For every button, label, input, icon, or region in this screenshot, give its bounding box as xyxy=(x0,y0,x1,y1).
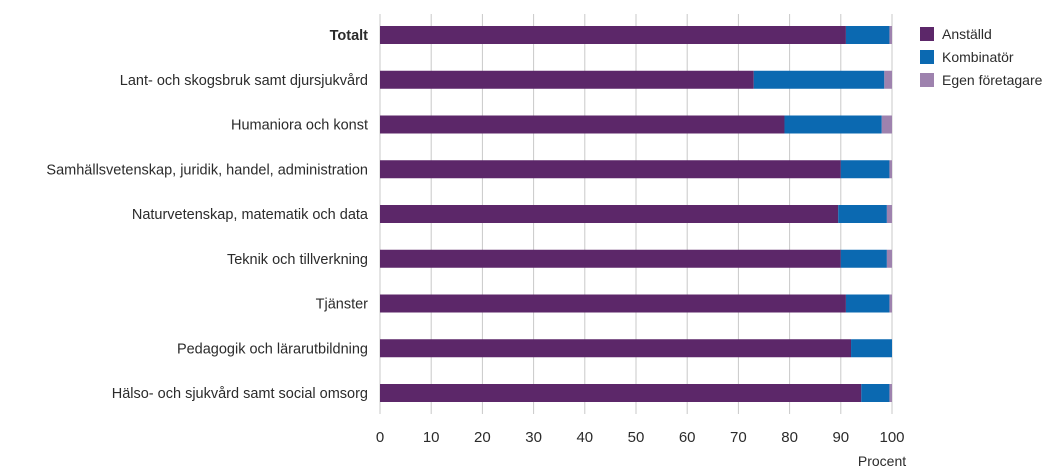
bar-segment-3 xyxy=(889,160,892,179)
category-labels: Totalt Lant- och skogsbruk samt djursjukv… xyxy=(46,28,369,402)
category-label: Teknik och tillverkning xyxy=(227,252,368,268)
legend-swatch xyxy=(920,50,934,64)
bar-segment-2 xyxy=(784,115,882,134)
legend-swatch xyxy=(920,27,934,41)
x-axis-label: Procent xyxy=(858,453,906,469)
x-tick-label: 20 xyxy=(474,429,491,446)
legend-label: Kombinatör xyxy=(942,49,1014,65)
x-tick-label: 100 xyxy=(879,429,904,446)
x-tick-label: 40 xyxy=(576,429,593,446)
bar-segment-2 xyxy=(840,249,887,268)
bar-segment-3 xyxy=(889,384,892,402)
bar-segment-2 xyxy=(840,160,890,179)
x-tick-label: 10 xyxy=(423,429,440,446)
category-label: Samhällsvetenskap, juridik, handel, admi… xyxy=(46,162,368,178)
category-label: Lant- och skogsbruk samt djursjukvård xyxy=(120,73,368,89)
legend-swatch xyxy=(920,73,934,87)
x-tick-label: 60 xyxy=(679,429,696,446)
category-label: Tjänster xyxy=(316,297,369,313)
x-tick-label: 30 xyxy=(525,429,542,446)
legend-label: Anställd xyxy=(942,26,992,42)
bar-segment-3 xyxy=(886,205,892,223)
bar-segment-2 xyxy=(861,384,890,402)
bar-segment-1 xyxy=(380,249,841,268)
bar-segment-1 xyxy=(380,384,862,402)
bar-segment-3 xyxy=(884,70,892,89)
bar-segment-2 xyxy=(851,339,892,358)
bar-segment-3 xyxy=(881,115,892,134)
bar-segment-3 xyxy=(889,294,892,313)
bar-segment-2 xyxy=(845,26,890,44)
x-tick-label: 70 xyxy=(730,429,747,446)
bar-segment-1 xyxy=(380,26,846,44)
bar-segment-2 xyxy=(753,70,885,89)
category-label: Humaniora och konst xyxy=(231,118,368,134)
bar-segment-1 xyxy=(380,160,841,179)
x-tick-label: 0 xyxy=(376,429,384,446)
category-label: Naturvetenskap, matematik och data xyxy=(132,207,369,223)
bar-segment-1 xyxy=(380,205,839,223)
x-tick-label: 50 xyxy=(628,429,645,446)
bar-segment-3 xyxy=(889,26,892,44)
bar-segment-1 xyxy=(380,339,852,358)
bar-segment-1 xyxy=(380,70,754,89)
bar-segment-2 xyxy=(838,205,887,223)
category-label: Totalt xyxy=(330,28,369,44)
x-tick-label: 90 xyxy=(832,429,849,446)
legend: Anställd Kombinatör Egen företagare xyxy=(920,26,1043,88)
bars-group xyxy=(380,26,892,402)
category-label: Pedagogik och lärarutbildning xyxy=(177,341,368,357)
bar-segment-3 xyxy=(886,249,892,268)
x-tick-labels: 0 10 20 30 40 50 60 70 80 90 100 xyxy=(376,429,905,446)
bar-segment-2 xyxy=(845,294,890,313)
category-label: Hälso- och sjukvård samt social omsorg xyxy=(112,386,368,402)
x-tick-label: 80 xyxy=(781,429,798,446)
bar-segment-1 xyxy=(380,115,785,134)
bar-segment-1 xyxy=(380,294,846,313)
legend-label: Egen företagare xyxy=(942,72,1043,88)
